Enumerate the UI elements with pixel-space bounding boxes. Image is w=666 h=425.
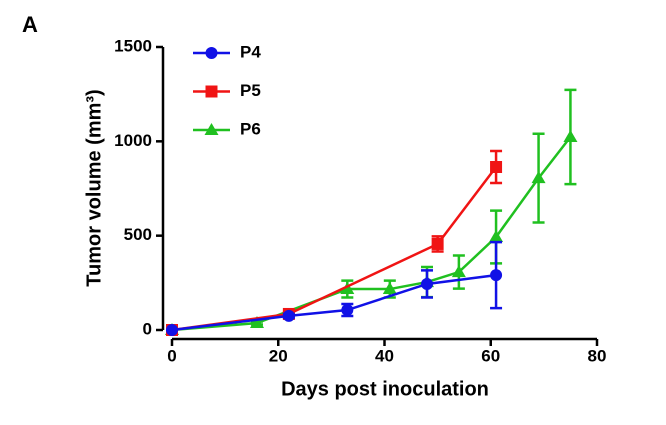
x-axis-label: Days post inoculation: [281, 378, 489, 400]
legend-marker: [205, 47, 218, 59]
x-tick-label: 80: [588, 346, 607, 365]
y-tick-label: 500: [124, 225, 152, 244]
y-tick-label: 1500: [114, 36, 152, 55]
marker: [382, 282, 397, 295]
y-tick-label: 1000: [114, 131, 152, 150]
series-line: [171, 166, 498, 332]
marker: [490, 269, 503, 282]
x-tick-label: 60: [481, 346, 500, 365]
marker: [166, 324, 178, 336]
x-tick-label: 40: [375, 346, 394, 365]
marker: [282, 309, 295, 322]
marker: [489, 229, 504, 242]
marker: [451, 265, 466, 278]
legend-marker: [204, 123, 219, 135]
marker: [490, 160, 503, 173]
marker: [531, 171, 546, 184]
legend-label: P5: [240, 81, 261, 100]
series-line: [171, 273, 497, 332]
marker: [250, 316, 264, 329]
marker: [431, 237, 444, 250]
y-axis-label: Tumor volume (mm³): [83, 89, 105, 286]
marker: [341, 304, 354, 317]
legend-marker: [205, 85, 218, 98]
panel-label: A: [22, 12, 38, 37]
marker: [340, 282, 355, 295]
legend-label: P6: [240, 119, 261, 138]
x-tick-label: 20: [269, 346, 288, 365]
y-tick-label: 0: [143, 319, 152, 338]
marker: [563, 129, 578, 142]
x-tick-label: 0: [167, 346, 176, 365]
marker: [421, 277, 433, 290]
legend-label: P4: [240, 42, 261, 61]
